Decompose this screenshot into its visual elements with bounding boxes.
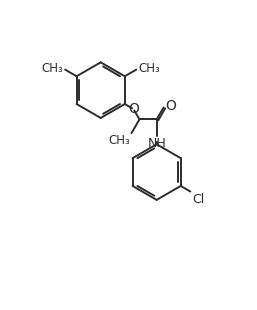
Text: CH₃: CH₃ (108, 135, 130, 148)
Text: O: O (166, 99, 177, 113)
Text: O: O (128, 102, 139, 116)
Text: Cl: Cl (192, 193, 204, 206)
Text: NH: NH (147, 137, 166, 150)
Text: CH₃: CH₃ (42, 62, 63, 75)
Text: CH₃: CH₃ (138, 62, 160, 75)
